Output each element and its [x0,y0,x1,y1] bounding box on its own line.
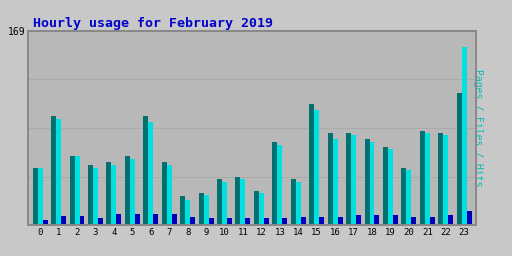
Bar [148,122,153,225]
Bar [70,156,75,225]
Bar [346,133,351,225]
Bar [204,195,208,225]
Bar [401,168,407,225]
Bar [172,214,177,225]
Bar [208,218,214,225]
Bar [337,217,343,225]
Bar [222,182,227,225]
Bar [407,170,411,225]
Bar [112,165,116,225]
Bar [319,217,324,225]
Bar [309,104,314,225]
Bar [282,218,287,225]
Text: Hourly usage for February 2019: Hourly usage for February 2019 [33,17,272,29]
Bar [466,211,472,225]
Bar [388,149,393,225]
Bar [217,179,222,225]
Bar [328,133,333,225]
Bar [420,131,425,225]
Bar [38,168,42,225]
Bar [301,217,306,225]
Bar [374,215,379,225]
Bar [443,135,448,225]
Bar [425,133,430,225]
Bar [254,191,259,225]
Bar [227,218,232,225]
Bar [185,200,190,225]
Bar [143,116,148,225]
Bar [42,220,48,225]
Bar [272,142,278,225]
Bar [116,214,121,225]
Bar [365,139,370,225]
Bar [93,168,98,225]
Bar [438,133,443,225]
Bar [351,135,356,225]
Bar [296,182,301,225]
Bar [79,216,84,225]
Bar [199,193,204,225]
Bar [448,215,453,225]
Bar [462,47,466,225]
Bar [56,119,61,225]
Bar [125,156,130,225]
Bar [245,218,250,225]
Bar [98,218,103,225]
Bar [264,218,269,225]
Bar [33,168,38,225]
Bar [130,158,135,225]
Y-axis label: Pages / Files / Hits: Pages / Files / Hits [473,69,483,187]
Bar [180,197,185,225]
Bar [88,165,93,225]
Bar [430,217,435,225]
Bar [278,145,282,225]
Bar [393,215,398,225]
Bar [291,179,296,225]
Bar [383,147,388,225]
Bar [370,142,374,225]
Bar [153,214,158,225]
Bar [167,165,172,225]
Bar [75,156,79,225]
Bar [190,217,195,225]
Bar [411,217,416,225]
Bar [162,162,167,225]
Bar [259,193,264,225]
Bar [51,116,56,225]
Bar [236,177,241,225]
Bar [356,215,361,225]
Bar [457,93,462,225]
Bar [135,214,140,225]
Bar [106,162,112,225]
Bar [61,216,66,225]
Bar [241,179,245,225]
Bar [314,110,319,225]
Bar [333,139,337,225]
